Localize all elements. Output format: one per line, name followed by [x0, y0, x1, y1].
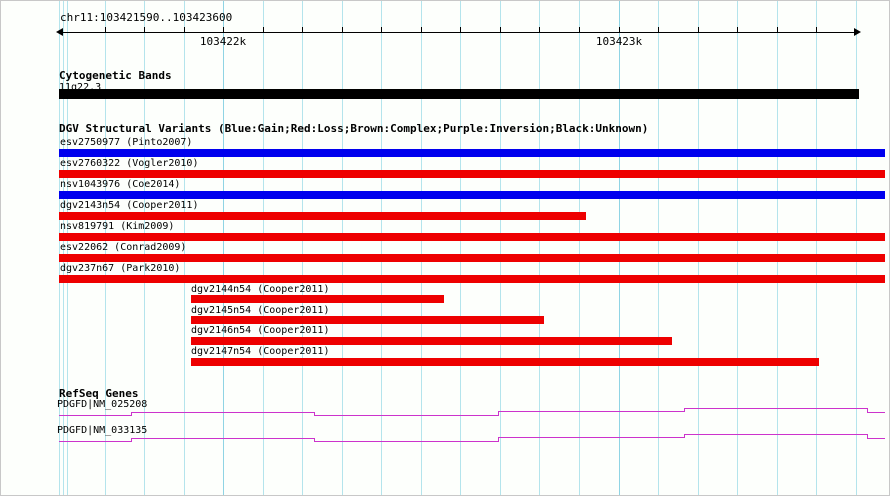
gridline: [539, 1, 540, 495]
dgv-variant-bar[interactable]: [59, 170, 885, 178]
dgv-variant-label: nsv1043976 (Coe2014): [60, 179, 181, 190]
refseq-gene-exon-segment[interactable]: [498, 437, 684, 438]
dgv-variant-bar[interactable]: [191, 295, 444, 303]
dgv-variant-bar[interactable]: [59, 212, 586, 220]
cytogenetic-bands-title: Cytogenetic Bands: [59, 69, 172, 82]
ruler-axis-line: [59, 32, 859, 33]
refseq-gene-exon-segment[interactable]: [59, 441, 131, 442]
ruler-left-arrow-icon: [56, 28, 63, 36]
dgv-variant-label: dgv2146n54 (Cooper2011): [191, 325, 330, 336]
dgv-variant-bar[interactable]: [191, 316, 544, 324]
ruler-tick: [460, 27, 461, 33]
ruler-tick: [658, 27, 659, 33]
gridline: [737, 1, 738, 495]
ruler-tick: [184, 27, 185, 33]
refseq-gene-intron-riser: [867, 408, 868, 413]
gridline: [579, 1, 580, 495]
refseq-genes-title: RefSeq Genes: [59, 387, 139, 400]
ruler-tick: [223, 27, 224, 33]
refseq-gene-exon-segment[interactable]: [867, 438, 885, 439]
dgv-variant-label: nsv819791 (Kim2009): [60, 221, 175, 232]
refseq-gene-label: PDGFD|NM_025208: [57, 399, 148, 410]
refseq-gene-intron-riser: [131, 438, 132, 442]
dgv-variant-bar[interactable]: [59, 275, 885, 283]
refseq-gene-exon-segment[interactable]: [131, 438, 314, 439]
dgv-variant-bar[interactable]: [59, 149, 885, 157]
gridline: [658, 1, 659, 495]
dgv-variant-label: dgv2145n54 (Cooper2011): [191, 305, 330, 316]
ruler-tick: [777, 27, 778, 33]
gridline: [777, 1, 778, 495]
ruler-tick: [816, 27, 817, 33]
refseq-gene-exon-segment[interactable]: [314, 441, 498, 442]
cytoband-label: 11q22.3: [59, 82, 102, 93]
gridline: [698, 1, 699, 495]
refseq-gene-intron-riser: [684, 408, 685, 412]
dgv-structural-variants-title: DGV Structural Variants (Blue:Gain;Red:L…: [59, 122, 649, 135]
dgv-variant-label: dgv2147n54 (Cooper2011): [191, 346, 330, 357]
dgv-variant-bar[interactable]: [191, 337, 672, 345]
coordinate-ruler: chr11:103421590..103423600 103422k 103423…: [1, 1, 889, 57]
cytoband-bar[interactable]: [59, 89, 859, 99]
ruler-tick: [579, 27, 580, 33]
ruler-tick: [105, 27, 106, 33]
ruler-tick: [144, 27, 145, 33]
refseq-gene-exon-segment[interactable]: [59, 415, 131, 416]
ruler-tick: [619, 27, 620, 33]
gridline: [263, 1, 264, 495]
dgv-variant-label: esv22062 (Conrad2009): [60, 242, 187, 253]
refseq-gene-intron-riser: [498, 437, 499, 442]
dgv-variant-label: dgv237n67 (Park2010): [60, 263, 181, 274]
dgv-variant-label: dgv2144n54 (Cooper2011): [191, 284, 330, 295]
ruler-tick: [381, 27, 382, 33]
refseq-gene-exon-segment[interactable]: [498, 411, 684, 412]
ruler-tick: [698, 27, 699, 33]
dgv-variant-label: esv2760322 (Vogler2010): [60, 158, 199, 169]
refseq-gene-intron-riser: [131, 412, 132, 416]
gridline: [342, 1, 343, 495]
gridline: [460, 1, 461, 495]
dgv-variant-bar[interactable]: [191, 358, 819, 366]
refseq-gene-intron-riser: [867, 434, 868, 439]
dgv-variant-bar[interactable]: [59, 233, 885, 241]
ruler-right-arrow-icon: [854, 28, 861, 36]
refseq-gene-intron-riser: [498, 411, 499, 416]
refseq-gene-exon-segment[interactable]: [131, 412, 314, 413]
gridline: [381, 1, 382, 495]
ruler-tick: [737, 27, 738, 33]
dgv-variant-label: dgv2143n54 (Cooper2011): [60, 200, 199, 211]
ruler-tick-label: 103422k: [199, 35, 247, 48]
gridline: [223, 1, 224, 495]
ruler-tick: [539, 27, 540, 33]
refseq-gene-exon-segment[interactable]: [867, 412, 885, 413]
gridline: [619, 1, 620, 495]
ruler-tick: [421, 27, 422, 33]
dgv-variant-label: esv2750977 (Pinto2007): [60, 137, 193, 148]
ruler-tick: [263, 27, 264, 33]
ruler-tick: [500, 27, 501, 33]
refseq-gene-exon-segment[interactable]: [314, 415, 498, 416]
region-coordinate-label: chr11:103421590..103423600: [60, 11, 233, 24]
ruler-tick-label: 103423k: [595, 35, 643, 48]
gridline: [302, 1, 303, 495]
refseq-gene-exon-segment[interactable]: [684, 408, 867, 409]
refseq-gene-intron-riser: [314, 438, 315, 442]
gridline: [816, 1, 817, 495]
dgv-variant-bar[interactable]: [59, 191, 885, 199]
refseq-gene-intron-riser: [314, 412, 315, 416]
gridline: [500, 1, 501, 495]
dgv-variant-bar[interactable]: [59, 254, 885, 262]
gridline: [856, 1, 857, 495]
refseq-gene-intron-riser: [684, 434, 685, 438]
refseq-gene-exon-segment[interactable]: [684, 434, 867, 435]
refseq-gene-label: PDGFD|NM_033135: [57, 425, 148, 436]
gridline: [421, 1, 422, 495]
ruler-tick: [342, 27, 343, 33]
ruler-tick: [302, 27, 303, 33]
